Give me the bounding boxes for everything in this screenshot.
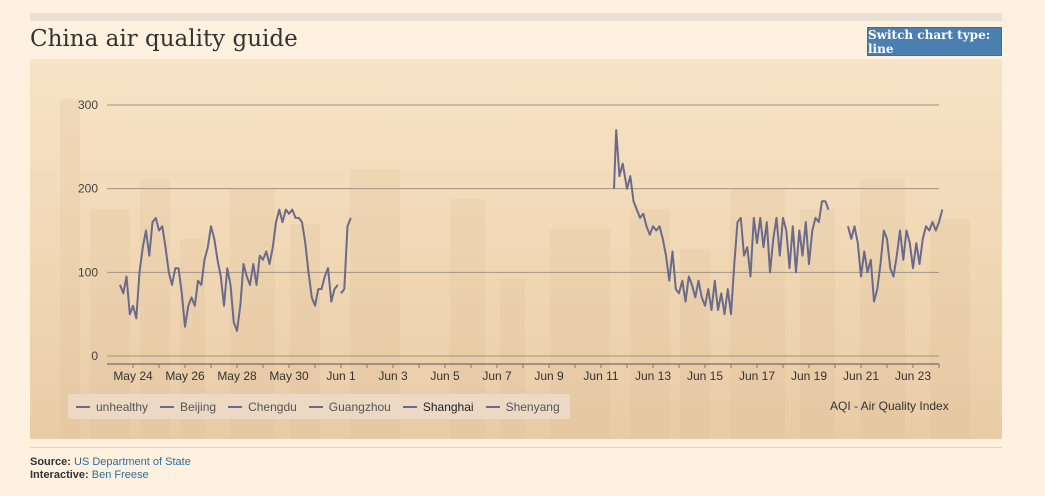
page-title: China air quality guide bbox=[30, 26, 298, 52]
series-line-shanghai bbox=[340, 217, 352, 294]
y-tick-label: 0 bbox=[91, 349, 98, 363]
legend-label: Shenyang bbox=[505, 399, 560, 414]
x-tick-label: Jun 3 bbox=[378, 369, 408, 383]
y-tick-label: 200 bbox=[78, 182, 98, 196]
chart-panel: 0 100 200 300 May 24 May 26 May 28 May 30 Jun 1… bbox=[30, 59, 1002, 439]
x-tick-label: Jun 17 bbox=[739, 369, 775, 383]
y-tick-label: 300 bbox=[78, 98, 98, 112]
aqi-line-chart: 0 100 200 300 May 24 May 26 May 28 May 30 Jun 1… bbox=[60, 98, 970, 439]
aqi-annotation: AQI - Air Quality Index bbox=[830, 399, 949, 413]
legend-label: Chengdu bbox=[248, 399, 297, 414]
source-credit: Source: US Department of State bbox=[30, 456, 191, 469]
chart-legend: unhealthy Beijing Chengdu Guangzhou Shan… bbox=[68, 394, 570, 419]
source-label: Source: bbox=[30, 456, 71, 468]
footer-divider bbox=[30, 447, 1002, 448]
y-axis-labels: 0 100 200 300 bbox=[78, 98, 98, 363]
interactive-link[interactable]: Ben Freese bbox=[91, 469, 149, 481]
legend-label: Guangzhou bbox=[328, 399, 391, 414]
series-line-shanghai bbox=[119, 208, 339, 332]
legend-item-shanghai[interactable]: Shanghai bbox=[402, 399, 474, 414]
interactive-credit: Interactive: Ben Freese bbox=[30, 469, 191, 482]
x-tick-label: May 24 bbox=[113, 369, 153, 383]
legend-line-icon bbox=[160, 405, 175, 408]
legend-line-icon bbox=[402, 405, 417, 408]
credits: Source: US Department of State Interacti… bbox=[30, 456, 191, 482]
legend-item-unhealthy[interactable]: unhealthy bbox=[76, 400, 148, 414]
legend-line-icon bbox=[76, 405, 90, 408]
top-divider-bar bbox=[30, 13, 1002, 21]
skyline-building bbox=[630, 209, 670, 439]
skyline-building bbox=[680, 249, 710, 439]
x-tick-label: Jun 19 bbox=[791, 369, 827, 383]
interactive-label: Interactive: bbox=[30, 469, 89, 481]
x-tick-label: May 28 bbox=[217, 369, 257, 383]
legend-label: Beijing bbox=[180, 399, 217, 414]
source-link[interactable]: US Department of State bbox=[74, 456, 191, 468]
legend-item-guangzhou[interactable]: Guangzhou bbox=[308, 399, 391, 414]
legend-line-icon bbox=[485, 405, 500, 408]
x-tick-label: Jun 5 bbox=[430, 369, 460, 383]
y-tick-label: 100 bbox=[78, 265, 98, 279]
skyline-building bbox=[800, 209, 835, 439]
x-tick-label: Jun 23 bbox=[895, 369, 931, 383]
legend-label: Shanghai bbox=[422, 399, 474, 414]
x-tick-label: Jun 7 bbox=[482, 369, 512, 383]
legend-line-icon bbox=[308, 405, 323, 408]
legend-item-beijing[interactable]: Beijing bbox=[160, 400, 216, 414]
series-lines bbox=[119, 129, 944, 332]
x-tick-label: Jun 21 bbox=[843, 369, 879, 383]
legend-item-shenyang[interactable]: Shenyang bbox=[485, 399, 560, 414]
skyline-building bbox=[60, 99, 80, 439]
x-tick-label: Jun 9 bbox=[534, 369, 564, 383]
series-line-shanghai bbox=[847, 209, 944, 303]
x-tick-label: Jun 15 bbox=[687, 369, 723, 383]
x-tick-label: May 30 bbox=[269, 369, 309, 383]
legend-line-icon bbox=[228, 405, 243, 408]
switch-chart-type-button[interactable]: Switch chart type: line bbox=[867, 27, 1002, 56]
skyline-building bbox=[730, 189, 785, 439]
skyline-building bbox=[930, 219, 970, 439]
city-skyline-background bbox=[60, 99, 970, 439]
x-axis: May 24 May 26 May 28 May 30 Jun 1 Jun 3 Jun 5 J… bbox=[107, 363, 940, 383]
x-tick-label: May 26 bbox=[165, 369, 205, 383]
skyline-building bbox=[860, 179, 905, 439]
x-tick-label: Jun 13 bbox=[635, 369, 671, 383]
legend-label: unhealthy bbox=[96, 399, 149, 414]
x-tick-label: Jun 1 bbox=[326, 369, 356, 383]
x-tick-label: Jun 11 bbox=[583, 369, 618, 383]
series-line-shanghai bbox=[613, 129, 830, 316]
legend-item-chengdu[interactable]: Chengdu bbox=[228, 400, 297, 414]
